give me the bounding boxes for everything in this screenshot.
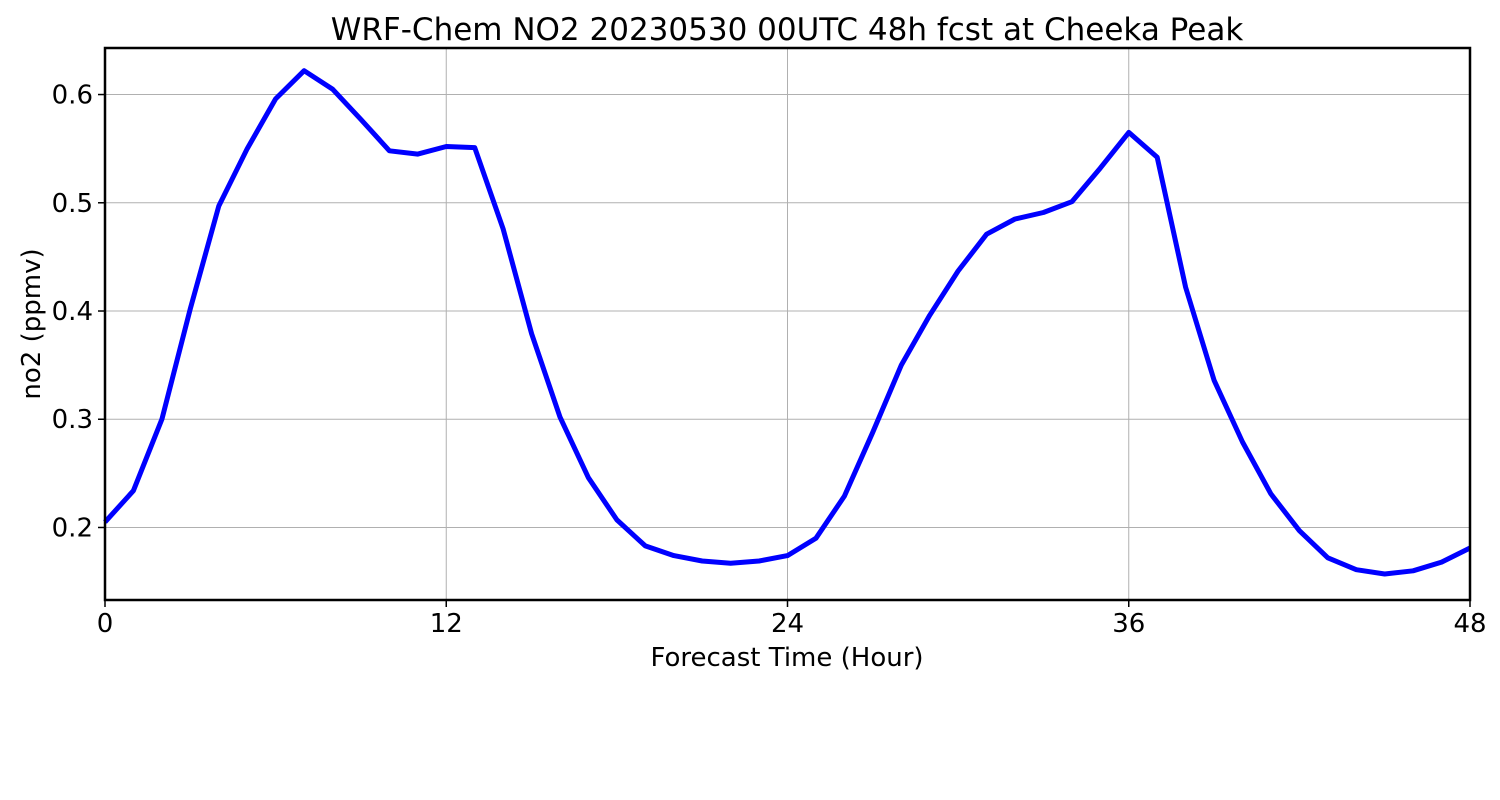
y-tick-label: 0.5 [52, 189, 93, 219]
y-tick-label: 0.2 [52, 513, 93, 543]
x-tick-label: 12 [430, 609, 463, 639]
y-axis-label: no2 (ppmv) [17, 248, 47, 399]
x-axis-label: Forecast Time (Hour) [650, 643, 923, 673]
no2-series-line [103, 68, 1472, 577]
axis-ticks: 0 12 24 36 48 0.2 0.3 0.4 0.5 0.6 [52, 81, 1487, 639]
y-tick-label: 0.4 [52, 297, 93, 327]
series-lines [103, 68, 1472, 577]
y-tick-label: 0.3 [52, 405, 93, 435]
chart-title: WRF-Chem NO2 20230530 00UTC 48h fcst at … [331, 12, 1244, 48]
y-tick-label: 0.6 [52, 81, 93, 111]
grid-lines [104, 48, 1471, 600]
x-tick-label: 24 [771, 609, 804, 639]
x-tick-label: 48 [1453, 609, 1486, 639]
x-tick-label: 0 [97, 609, 114, 639]
x-tick-label: 36 [1112, 609, 1145, 639]
